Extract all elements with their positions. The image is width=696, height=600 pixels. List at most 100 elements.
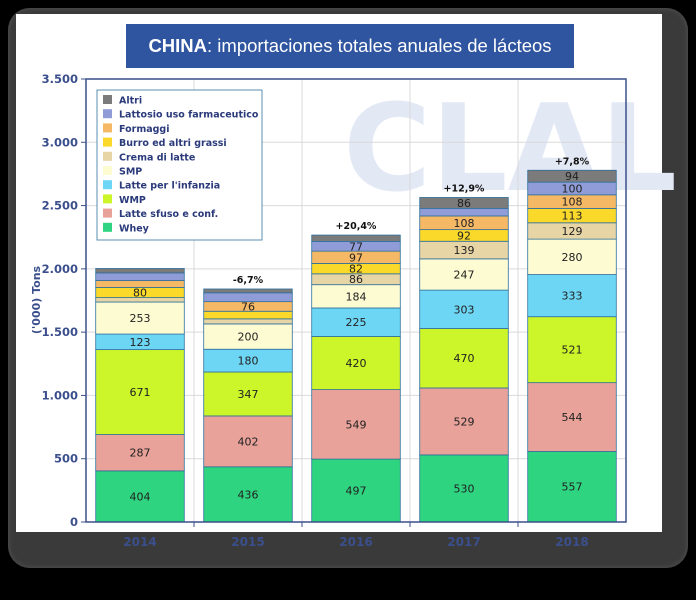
bar-segment <box>311 336 401 391</box>
legend-label: Burro ed altri grassi <box>119 138 227 149</box>
segment-label: 544 <box>562 411 583 424</box>
segment-label: 77 <box>349 240 363 253</box>
bar-segment <box>203 318 293 325</box>
segment-label: 92 <box>457 229 471 242</box>
legend-label: Latte per l'infanzia <box>119 181 220 192</box>
chart-title: CHINA: importaciones totales anuales de … <box>126 24 574 68</box>
segment-label: 470 <box>454 352 475 365</box>
segment-label: 76 <box>241 300 255 313</box>
segment-label: 303 <box>454 303 475 316</box>
segment-label: 86 <box>349 273 363 286</box>
legend-label: Lattosio uso farmaceutico <box>119 110 259 121</box>
legend-swatch <box>103 151 112 161</box>
y-tick-label: 1.500 <box>42 325 78 339</box>
bar-segment <box>419 197 509 209</box>
legend-swatch <box>103 109 112 119</box>
bars: 404 287 671 123 253 80 436 402 347 180 200 76 -6,7% 4… <box>95 156 617 523</box>
growth-label: +12,9% <box>444 183 485 194</box>
y-tick-label: 2.500 <box>42 199 78 213</box>
legend-swatch <box>103 208 112 218</box>
bar-segment <box>419 328 509 389</box>
segment-label: 280 <box>562 251 583 264</box>
segment-label: 549 <box>346 418 367 431</box>
segment-label: 100 <box>562 182 583 195</box>
y-tick-label: 3.500 <box>42 72 78 86</box>
x-tick-label: 2014 <box>123 535 156 549</box>
bar-segment <box>203 292 293 303</box>
bar-segment <box>419 387 509 456</box>
segment-label: 557 <box>562 481 583 494</box>
legend-swatch <box>103 180 112 190</box>
legend-swatch <box>103 123 112 133</box>
legend-swatch <box>103 166 112 175</box>
segment-label: 113 <box>562 210 583 223</box>
segment-label: 529 <box>454 415 475 428</box>
segment-label: 180 <box>238 355 259 368</box>
legend-label: Latte sfuso e conf. <box>119 209 218 220</box>
segment-label: 347 <box>238 388 259 401</box>
legend-swatch <box>103 95 112 104</box>
segment-label: 123 <box>130 336 151 349</box>
bar-segment <box>527 274 617 318</box>
segment-label: 671 <box>130 386 151 399</box>
y-tick-label: 3.000 <box>42 135 78 149</box>
legend-swatch <box>103 137 112 147</box>
x-tick-label: 2018 <box>555 535 588 549</box>
bar-segment <box>95 349 185 435</box>
segment-label: 287 <box>130 447 151 460</box>
bar-segment <box>95 434 185 472</box>
y-axis-label: ('000) Tons <box>30 265 43 334</box>
segment-label: 94 <box>565 170 579 183</box>
x-tick-label: 2017 <box>447 535 480 549</box>
bar-segment <box>95 272 185 281</box>
legend-label: Whey <box>119 223 150 234</box>
segment-label: 402 <box>238 435 259 448</box>
segment-label: 247 <box>454 268 475 281</box>
segment-label: 80 <box>133 287 147 300</box>
bar-segment <box>419 454 509 523</box>
bar-segment <box>527 451 617 523</box>
growth-label: +20,4% <box>336 221 377 232</box>
segment-label: 436 <box>238 488 259 501</box>
segment-label: 139 <box>454 244 475 257</box>
segment-label: 521 <box>562 344 583 357</box>
x-tick-label: 2016 <box>339 535 372 549</box>
segment-label: 253 <box>130 312 151 325</box>
segment-label: 200 <box>238 331 259 344</box>
y-tick-label: 1.000 <box>42 388 78 402</box>
segment-label: 82 <box>349 263 363 276</box>
segment-label: 129 <box>562 225 583 238</box>
bar-segment <box>203 371 293 417</box>
x-tick-label: 2015 <box>231 535 264 549</box>
segment-label: 184 <box>346 290 367 303</box>
segment-label: 404 <box>130 490 151 503</box>
segment-label: 225 <box>346 316 367 329</box>
segment-label: 530 <box>454 482 475 495</box>
legend-swatch <box>103 194 112 204</box>
legend: Altri Lattosio uso farmaceutico Formaggi Bu… <box>96 89 263 241</box>
bar-segment <box>311 389 401 460</box>
title-country: CHINA <box>148 35 208 56</box>
bar-segment <box>419 289 509 329</box>
bar-segment <box>95 470 185 523</box>
bar-segment <box>311 307 401 337</box>
y-tick-label: 500 <box>54 452 78 466</box>
bar-segment <box>95 268 185 274</box>
segment-label: 497 <box>346 485 367 498</box>
segment-label: 86 <box>457 197 471 210</box>
bar-segment <box>203 288 293 294</box>
bar-segment <box>311 458 401 523</box>
bar-segment <box>95 280 185 288</box>
growth-label: +7,8% <box>555 156 590 167</box>
segment-label: 108 <box>562 196 583 209</box>
bar-segment <box>95 301 185 335</box>
bar-segment <box>527 382 617 452</box>
segment-label: 108 <box>454 217 475 230</box>
legend-box <box>96 89 263 241</box>
legend-swatch <box>103 222 112 232</box>
bar-segment <box>527 316 617 384</box>
y-tick-label: 2.000 <box>42 262 78 276</box>
segment-label: 420 <box>346 357 367 370</box>
legend-label: Crema di latte <box>119 152 195 163</box>
